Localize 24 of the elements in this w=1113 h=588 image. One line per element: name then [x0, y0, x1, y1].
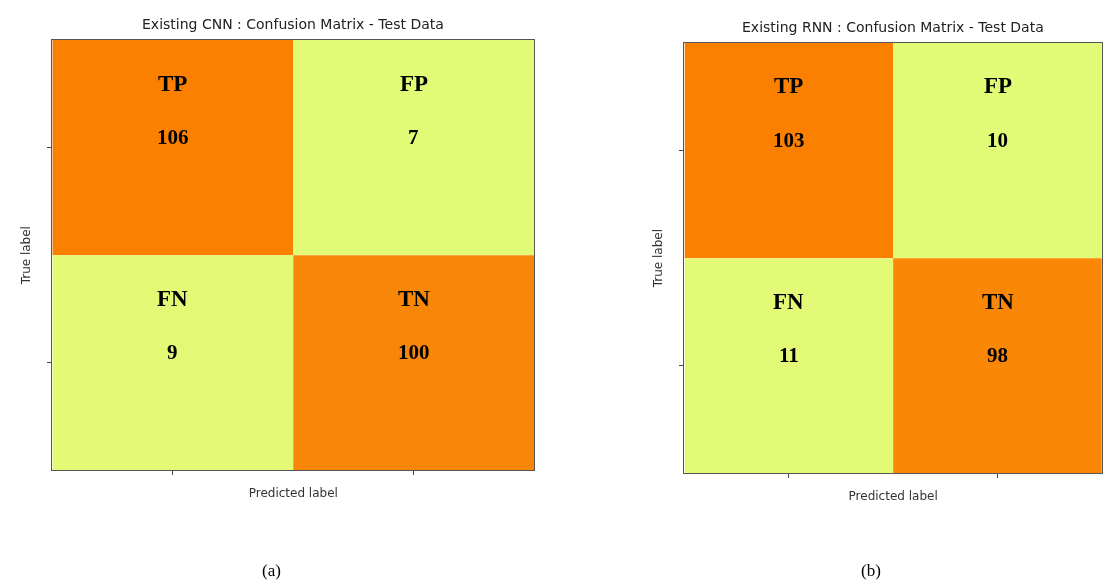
text: (b): [861, 561, 881, 580]
y-axis-title: True label: [650, 228, 665, 289]
data-label: 106: [157, 125, 189, 149]
x-axis-title: Predicted label: [848, 489, 938, 504]
data-label: 10: [987, 128, 1008, 152]
x-axis-title: Predicted label: [248, 486, 338, 501]
data-label: 103: [773, 128, 805, 152]
annotation: TN: [982, 289, 1015, 314]
annotation: FN: [773, 289, 805, 314]
annotation: FP: [400, 71, 429, 96]
annotation: TP: [158, 71, 188, 96]
chart-title: Existing CNN : Confusion Matrix - Test Data: [142, 16, 444, 32]
data-label: 7: [408, 125, 419, 149]
annotation: FP: [984, 73, 1013, 98]
chart-title: Existing RNN : Confusion Matrix - Test Data: [742, 19, 1044, 35]
annotation: TP: [774, 73, 804, 98]
annotation: FN: [157, 286, 189, 311]
data-label: 9: [167, 340, 178, 364]
y-axis-title: True label: [18, 226, 33, 286]
data-label: 100: [398, 340, 430, 364]
data-label: 11: [779, 343, 799, 367]
annotation: TN: [398, 286, 431, 311]
text: (a): [262, 561, 281, 580]
data-label: 98: [987, 343, 1008, 367]
